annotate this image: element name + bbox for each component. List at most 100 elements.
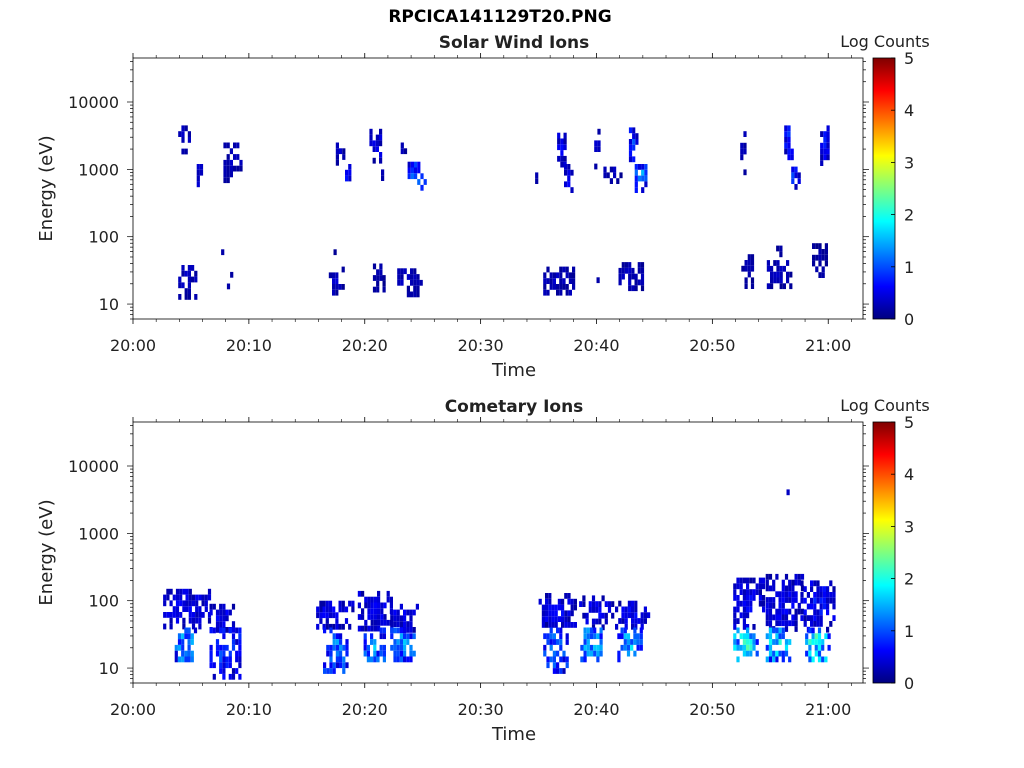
heatmap-cell	[187, 633, 191, 640]
heatmap-cell	[814, 644, 818, 651]
heatmap-cell	[812, 260, 816, 267]
heatmap-cell	[800, 585, 805, 592]
colorbar-label: Log Counts	[840, 32, 930, 51]
heatmap-cell	[559, 272, 563, 279]
heatmap-cell	[382, 633, 386, 640]
heatmap-cell	[595, 607, 599, 613]
heatmap-cell	[225, 644, 229, 651]
heatmap-cell	[184, 288, 188, 294]
heatmap-cell	[198, 606, 202, 612]
heatmap-cell	[166, 612, 170, 618]
heatmap-cell	[335, 639, 339, 645]
heatmap-cell	[812, 254, 816, 261]
heatmap-cell	[624, 612, 628, 619]
heatmap-cell	[190, 650, 194, 657]
heatmap-cell	[746, 595, 750, 601]
heatmap-cell	[335, 154, 339, 160]
heatmap-cell	[832, 615, 836, 621]
heatmap-cell	[739, 577, 743, 584]
heatmap-cell	[564, 164, 568, 170]
heatmap-cell	[742, 639, 746, 645]
heatmap-cell	[797, 172, 801, 179]
heatmap-cell	[184, 294, 188, 300]
heatmap-cell	[768, 573, 773, 580]
heatmap-cell	[215, 650, 220, 657]
heatmap-cell	[207, 588, 212, 595]
heatmap-cell	[598, 601, 602, 607]
heatmap-cell	[624, 606, 628, 613]
heatmap-cell	[559, 668, 563, 674]
heatmap-cell	[379, 140, 383, 147]
heatmap-cell	[579, 601, 583, 607]
heatmap-cell	[595, 618, 599, 625]
heatmap-cell	[559, 644, 563, 651]
heatmap-cell	[637, 267, 641, 274]
heatmap-cell	[813, 592, 817, 598]
heatmap-cell	[765, 597, 769, 603]
heatmap-cell	[187, 270, 191, 277]
heatmap-cell	[582, 612, 586, 619]
heatmap-cell	[393, 650, 397, 657]
heatmap-cell	[744, 265, 748, 272]
heatmap-cell	[406, 609, 410, 616]
heatmap-cell	[377, 619, 381, 626]
heatmap-cell	[817, 639, 822, 645]
heatmap-cell	[821, 644, 825, 651]
heatmap-cell	[376, 269, 380, 276]
heatmap-cell	[329, 650, 333, 657]
heatmap-cell	[750, 265, 755, 272]
heatmap-cell	[204, 606, 208, 612]
heatmap-cell	[409, 615, 413, 622]
x-axis-label: Time	[491, 724, 536, 745]
heatmap-cell	[786, 489, 790, 496]
heatmap-cell	[335, 644, 339, 651]
heatmap-cell	[733, 612, 737, 619]
heatmap-cell	[344, 618, 349, 624]
heatmap-cell	[390, 621, 394, 627]
heatmap-cell	[329, 662, 333, 669]
heatmap-cell	[407, 161, 411, 168]
heatmap-cell	[552, 633, 556, 640]
heatmap-cell	[563, 144, 567, 151]
heatmap-cell	[556, 284, 560, 290]
heatmap-cell	[562, 656, 566, 663]
heatmap-cell	[637, 262, 641, 268]
heatmap-cell	[554, 616, 558, 622]
heatmap-cell	[409, 650, 413, 657]
heatmap-cell	[784, 131, 788, 137]
heatmap-cell	[552, 278, 556, 284]
heatmap-cell	[822, 586, 826, 592]
heatmap-cell	[570, 598, 574, 605]
heatmap-cell	[623, 644, 627, 651]
heatmap-cell	[803, 609, 807, 616]
heatmap-cell	[637, 279, 641, 286]
heatmap-cell	[813, 615, 817, 621]
heatmap-cell	[749, 606, 753, 613]
heatmap-cell	[765, 644, 769, 651]
heatmap-cell	[376, 286, 380, 293]
heatmap-cell	[736, 644, 740, 651]
heatmap-cell	[238, 644, 242, 651]
heatmap-cell	[641, 175, 645, 182]
heatmap-cell	[827, 644, 831, 651]
heatmap-cell	[541, 616, 545, 622]
colorbar	[872, 421, 896, 684]
heatmap-cell	[561, 598, 565, 605]
heatmap-cell	[820, 160, 824, 166]
heatmap-cell	[222, 656, 226, 663]
heatmap-cell	[565, 662, 569, 669]
heatmap-cell	[570, 169, 574, 176]
heatmap-cell	[184, 125, 188, 132]
heatmap-cell	[821, 656, 825, 663]
heatmap-cell	[319, 606, 323, 613]
solar-wind-panel: 20:00 20:10 20:20 20:30 20:40 20:50 21:0010100…	[36, 32, 930, 381]
heatmap-cell	[586, 650, 590, 657]
heatmap-cell	[316, 606, 320, 613]
heatmap-cell	[325, 606, 329, 613]
heatmap-cell	[212, 603, 216, 610]
heatmap-cell	[824, 254, 828, 261]
heatmap-cell	[357, 602, 361, 609]
heatmap-cell	[826, 137, 830, 143]
heatmap-cell	[570, 187, 574, 193]
heatmap-cell	[808, 644, 812, 651]
